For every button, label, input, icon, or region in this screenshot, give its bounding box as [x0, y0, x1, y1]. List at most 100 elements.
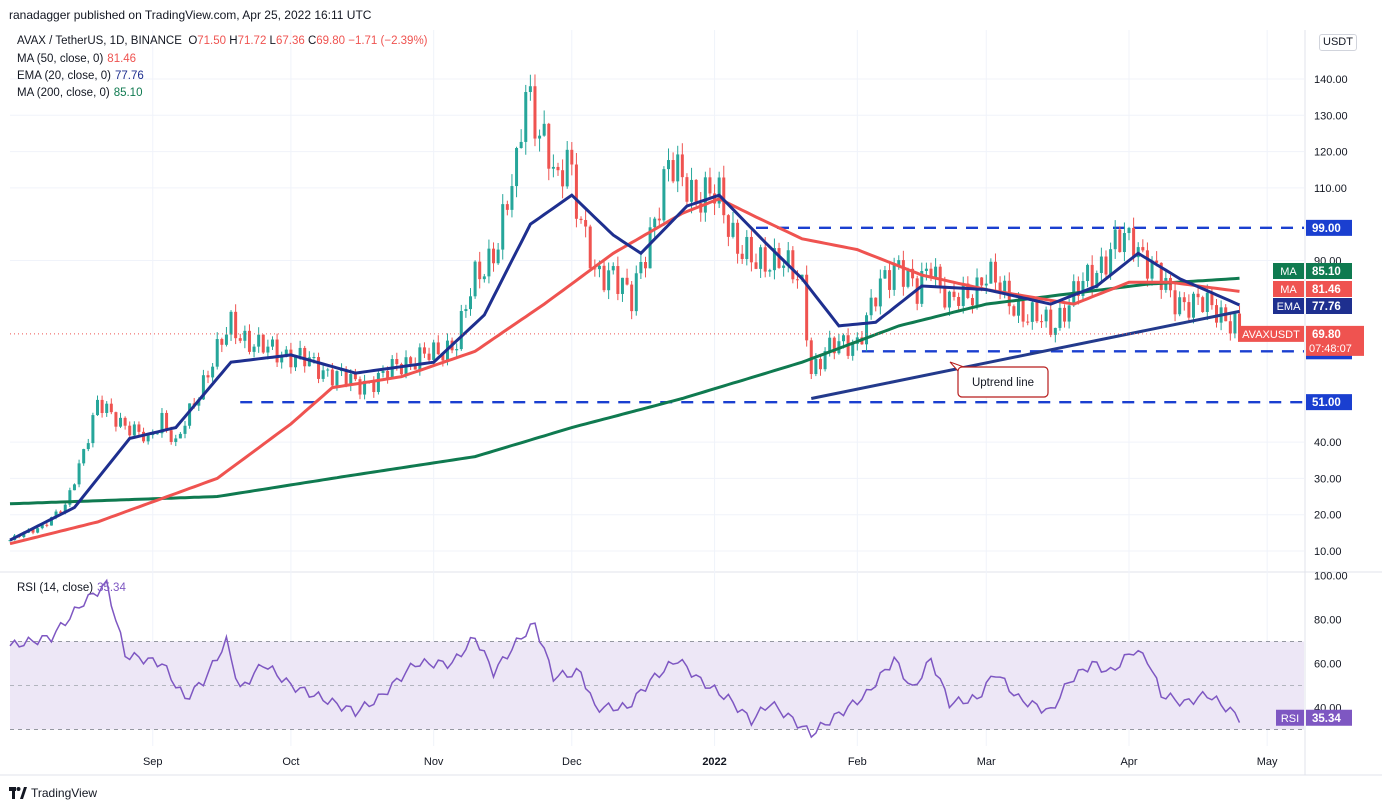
candle	[588, 226, 592, 269]
candle	[289, 349, 293, 368]
time-tick-label: 2022	[702, 756, 726, 768]
last-price-countdown: 07:48:07	[1309, 343, 1352, 355]
candle	[1155, 260, 1159, 263]
rsi-tick-label: 100.00	[1314, 571, 1348, 583]
candle	[298, 347, 302, 356]
ema20-value: 77.76	[114, 70, 144, 82]
tradingview-logo[interactable]: TradingView	[9, 786, 97, 800]
candle	[984, 283, 988, 286]
candle	[215, 339, 219, 367]
candle	[671, 160, 675, 182]
candle	[874, 297, 878, 307]
candle	[993, 261, 997, 283]
rsi-band	[10, 641, 1304, 730]
series-tag-value-bg	[1306, 263, 1352, 279]
candle	[680, 154, 684, 178]
candle	[1086, 264, 1090, 282]
candle	[763, 247, 767, 272]
candle	[1159, 262, 1163, 290]
candle	[234, 311, 238, 339]
candle	[634, 273, 638, 312]
candle	[321, 370, 325, 379]
candle	[349, 374, 353, 386]
candle	[482, 276, 486, 280]
candle	[109, 403, 113, 413]
level-tag-51.00-bg	[1306, 394, 1352, 411]
candle	[1090, 264, 1094, 288]
low-value: 67.36	[275, 35, 305, 47]
candle	[165, 412, 169, 431]
candle	[1182, 297, 1186, 303]
candle	[828, 337, 832, 352]
rsi-tag-value: 35.34	[1312, 713, 1341, 725]
annotation-label: Uptrend line	[972, 377, 1034, 389]
price-tick-label: 10.00	[1314, 546, 1342, 558]
candle	[464, 309, 468, 312]
time-tick-label: Apr	[1120, 756, 1137, 768]
candle	[1132, 227, 1136, 258]
candle	[533, 86, 537, 139]
series-tag-value: 81.46	[1312, 284, 1341, 296]
candle	[238, 338, 242, 341]
open-value: 71.50	[197, 35, 227, 47]
candle	[137, 424, 141, 432]
legend-rsi[interactable]: RSI (14, close) 35.34	[17, 582, 126, 594]
level-tag-51.00: 51.00	[1312, 397, 1341, 409]
candle	[865, 315, 869, 345]
candle	[155, 433, 159, 435]
candle	[100, 399, 104, 414]
candle	[1040, 321, 1044, 323]
candle	[132, 424, 136, 436]
high-value: 71.72	[237, 35, 267, 47]
candle	[989, 261, 993, 284]
currency-unit-button[interactable]: USDT	[1319, 34, 1357, 51]
candle	[565, 149, 569, 187]
candle	[386, 370, 390, 379]
candle	[1003, 280, 1007, 294]
candle	[842, 335, 846, 342]
price-tick-label: 40.00	[1314, 437, 1342, 449]
candle	[128, 425, 132, 436]
candle	[878, 278, 882, 307]
candle	[72, 484, 76, 491]
candle	[31, 529, 35, 533]
candle	[1187, 302, 1191, 318]
candle	[708, 177, 712, 194]
candle	[1173, 290, 1177, 315]
candle	[713, 193, 717, 204]
candle	[77, 463, 81, 485]
candle	[91, 415, 95, 444]
legend-ema20[interactable]: EMA (20, close, 0) 77.76	[17, 70, 144, 82]
candle	[901, 260, 905, 287]
rsi-tick-label: 80.00	[1314, 615, 1342, 627]
series-tag-value: 77.76	[1312, 301, 1341, 313]
candle	[363, 380, 367, 395]
time-tick-label: Dec	[562, 756, 582, 768]
candle	[1095, 272, 1099, 288]
candle	[478, 261, 482, 280]
candle	[1044, 309, 1048, 322]
candle	[455, 349, 459, 351]
tradingview-brand: TradingView	[31, 786, 98, 800]
time-tick-label: Oct	[282, 756, 299, 768]
candle	[284, 349, 288, 357]
candle	[593, 268, 597, 270]
legend-ma50[interactable]: MA (50, close, 0) 81.46	[17, 53, 137, 65]
candle	[413, 363, 417, 370]
candle	[795, 279, 799, 281]
candle	[676, 154, 680, 182]
candle	[114, 412, 118, 427]
candle	[607, 270, 611, 291]
candle	[754, 262, 758, 269]
candle	[620, 277, 624, 294]
candle	[823, 351, 827, 370]
candle	[625, 277, 629, 285]
legend-ma200[interactable]: MA (200, close, 0) 85.10	[17, 87, 143, 99]
candle	[722, 177, 726, 216]
candle	[1201, 297, 1205, 312]
candle	[376, 372, 380, 393]
candle	[1016, 300, 1020, 316]
candle	[1104, 256, 1108, 275]
candle	[247, 330, 251, 352]
